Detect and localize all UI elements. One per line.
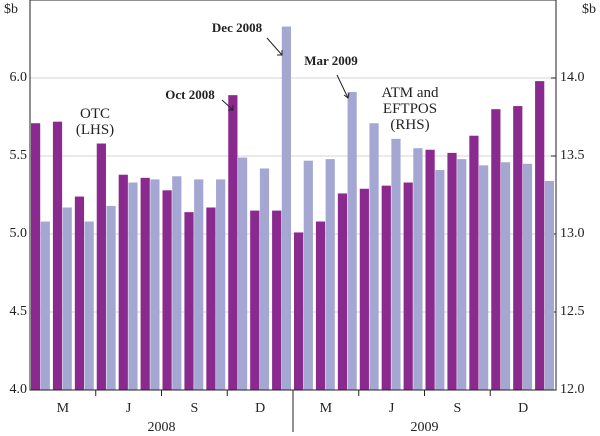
y2-tick-label: 13.0 — [560, 226, 585, 241]
bar — [425, 149, 435, 390]
bar — [359, 188, 369, 390]
bar — [237, 157, 248, 390]
y-tick-label: 4.5 — [10, 304, 28, 319]
bar — [128, 182, 138, 390]
year-label: 2008 — [148, 420, 176, 435]
bar — [96, 143, 106, 390]
legend-label: ATM and EFTPOS (RHS) — [381, 85, 439, 133]
bar — [513, 106, 523, 390]
x-tick-label: M — [57, 401, 70, 416]
bar — [106, 205, 116, 390]
x-tick-label: M — [320, 401, 333, 416]
bar — [294, 232, 304, 390]
bar — [250, 210, 260, 390]
bar — [228, 95, 238, 390]
bar — [469, 135, 479, 390]
y-tick-label: 5.5 — [10, 148, 28, 163]
bar — [206, 207, 216, 390]
bar — [391, 138, 401, 390]
annotation-arrows — [221, 37, 350, 111]
bar — [272, 210, 282, 390]
x-tick-label: D — [255, 401, 265, 416]
bar — [150, 179, 160, 390]
annotation: Oct 2008 — [165, 87, 215, 102]
bar — [52, 121, 63, 391]
bar — [337, 193, 348, 390]
bar — [457, 159, 467, 390]
bar — [140, 177, 150, 390]
y2-tick-label: 12.5 — [560, 304, 585, 319]
bar — [172, 176, 182, 390]
y2-tick-label: 13.5 — [560, 148, 585, 163]
annotation: Dec 2008 — [212, 20, 263, 35]
x-tick-label: S — [453, 401, 461, 416]
bar — [491, 109, 501, 390]
bar — [369, 123, 379, 391]
y-unit-left: $b — [4, 2, 18, 17]
bar — [544, 180, 554, 390]
bar — [74, 196, 85, 390]
bar — [325, 159, 335, 390]
bar — [479, 165, 489, 390]
x-tick-label: D — [518, 401, 528, 416]
y2-tick-label: 12.0 — [560, 382, 585, 397]
bar — [522, 163, 533, 390]
bar — [62, 207, 72, 390]
bar — [216, 179, 226, 390]
bar — [347, 92, 357, 390]
bar — [84, 221, 94, 390]
bar — [500, 162, 511, 390]
y-tick-label: 5.0 — [10, 226, 28, 241]
y-unit-right: $b — [582, 2, 596, 17]
bar — [281, 26, 291, 391]
x-tick-label: S — [190, 401, 198, 416]
bar — [303, 160, 313, 390]
bar — [315, 221, 326, 390]
bar — [413, 148, 423, 390]
bar — [162, 190, 172, 390]
y-tick-label: 4.0 — [10, 382, 28, 397]
annotation: Mar 2009 — [304, 53, 358, 68]
bar — [40, 221, 50, 390]
bar — [118, 174, 128, 390]
legend-label: OTC (LHS) — [76, 106, 114, 138]
y2-tick-label: 14.0 — [560, 70, 585, 85]
bar — [447, 152, 457, 390]
y-tick-label: 6.0 — [10, 70, 28, 85]
x-tick-label: J — [389, 401, 395, 416]
year-label: 2009 — [411, 420, 439, 435]
bar — [194, 179, 204, 390]
bar — [31, 123, 41, 391]
bar — [435, 170, 445, 390]
bar — [535, 81, 545, 391]
bar — [403, 182, 413, 390]
bar — [381, 185, 391, 390]
bar — [184, 212, 194, 390]
x-tick-label: J — [126, 401, 132, 416]
bar — [259, 168, 270, 390]
